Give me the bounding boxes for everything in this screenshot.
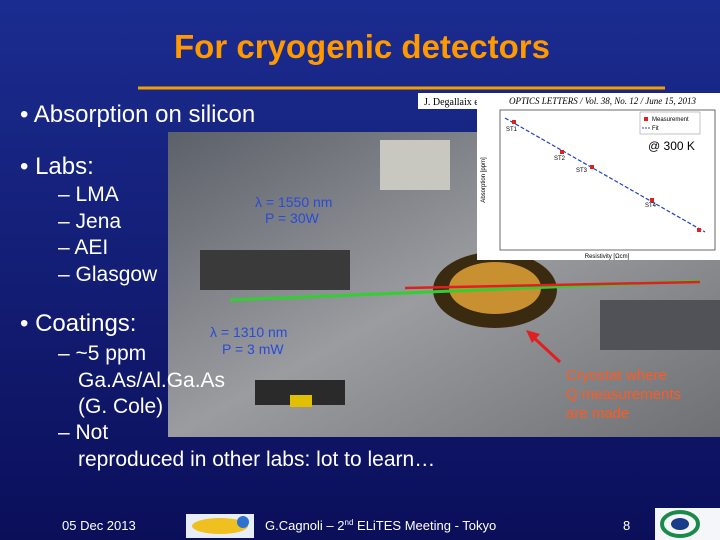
arrow <box>530 334 562 364</box>
x-axis-label: Resistivity [Ωcm] <box>585 254 630 260</box>
laser-annotations: λ = 1550 nm P = 30W λ = 1310 nm P = 3 mW <box>210 194 332 357</box>
sub-bullet: – AEI <box>58 236 108 259</box>
journal: OPTICS LETTERS / Vol. 38, No. 12 / June … <box>509 96 697 106</box>
lma-logo <box>186 514 254 538</box>
sample-label: ST3 <box>576 168 588 174</box>
sample-label: ST4 <box>645 203 657 209</box>
bullet: • Absorption on silicon <box>20 101 255 128</box>
annotation: λ = 1550 nm <box>255 194 332 210</box>
sub-bullet: – Jena <box>58 210 121 233</box>
annotation: P = 30W <box>265 210 320 226</box>
bullet: • Labs: <box>20 153 94 180</box>
cryostat-annotation: Cryostat where Q measurements are made <box>566 367 681 422</box>
footer-author: G.Cagnoli – 2nd ELiTES Meeting - Tokyo <box>265 518 496 533</box>
bullet-list: • Absorption on silicon • Labs: – LMA – … <box>20 101 435 471</box>
annotation: P = 3 mW <box>222 341 284 357</box>
inset-figure: J. Degallaix et al., OPTICS LETTERS / Vo… <box>418 93 720 260</box>
sample-label: ST2 <box>554 156 566 162</box>
footer-date: 05 Dec 2013 <box>62 518 136 533</box>
sample-label: ST1 <box>506 127 518 133</box>
annotation: Q measurements <box>566 386 681 403</box>
y-axis-label: Absorption [ppm] <box>481 157 487 203</box>
annotation: Cryostat where <box>566 367 667 384</box>
annotation: are made <box>566 405 629 422</box>
virgo-logo <box>655 508 720 540</box>
citation: J. Degallaix et al., <box>424 97 496 108</box>
sub-bullet: – Glasgow <box>58 263 158 286</box>
sub-bullet-cont: (G. Cole) <box>78 395 163 418</box>
sub-bullet-cont: reproduced in other labs: lot to learn… <box>78 448 435 471</box>
temperature-label: @ 300 K <box>648 139 695 153</box>
page-number: 8 <box>623 518 630 533</box>
sub-bullet: – Not <box>58 421 108 444</box>
title: For cryogenic detectors <box>174 28 550 65</box>
legend-entry: Fit <box>652 126 659 132</box>
legend-entry: Measurement <box>652 117 689 123</box>
sub-bullet: – ~5 ppm <box>58 342 146 365</box>
sub-bullet-cont: Ga.As/Al.Ga.As <box>78 369 225 392</box>
sub-bullet: – LMA <box>58 183 119 206</box>
arrow-head <box>526 330 540 343</box>
bullet: • Coatings: <box>20 310 136 337</box>
annotation: λ = 1310 nm <box>210 324 287 340</box>
